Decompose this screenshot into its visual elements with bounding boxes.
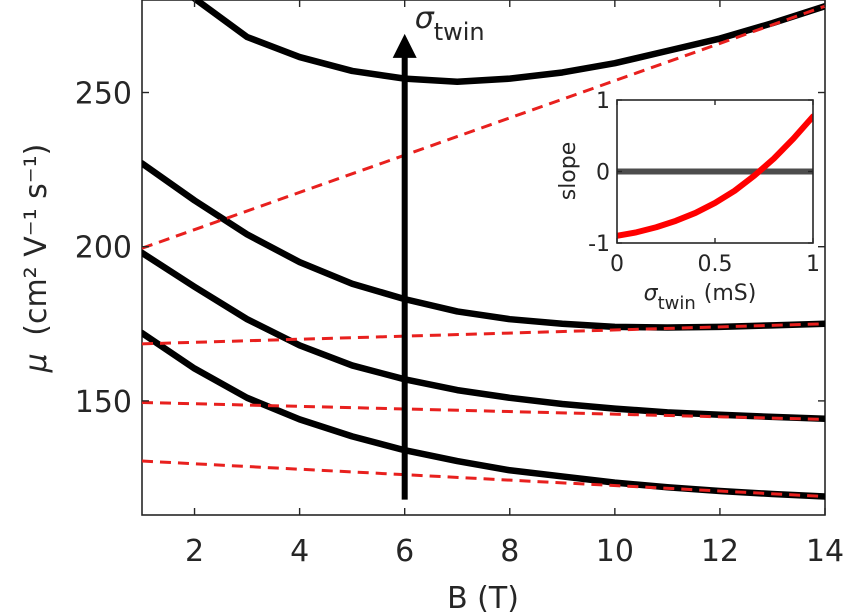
inset-y-tick-label-0: -1 xyxy=(588,232,610,257)
main-y-tick-label-1: 200 xyxy=(75,231,132,266)
main-y-tick-label-0: 150 xyxy=(75,385,132,420)
main-x-tick-label-0: 2 xyxy=(185,534,204,569)
main-series-fit-line-4 xyxy=(142,4,825,250)
arrow-head xyxy=(392,33,417,58)
inset-x-axis-title: σtwin (mS) xyxy=(644,281,757,314)
inset-x-tick-label-0: 0 xyxy=(610,252,624,277)
main-x-tick-label-3: 8 xyxy=(500,534,519,569)
main-series-fit-line-7 xyxy=(142,459,825,498)
main-x-axis-title: B (T) xyxy=(447,581,519,616)
main-x-tick-label-6: 14 xyxy=(806,534,844,569)
main-y-axis-title: μ (cm² V⁻¹ s⁻¹) xyxy=(19,144,54,374)
inset-plot: 0 0.5 1 -101 slope σtwin (mS) xyxy=(556,89,820,314)
inset-y-tick-label-1: 0 xyxy=(596,161,610,186)
main-plot-frame xyxy=(141,0,826,516)
main-x-axis: 2 4 6 8 10 12 14 xyxy=(185,0,844,569)
inset-x-tick-label-1: 0.5 xyxy=(698,252,733,277)
main-y-axis: 150 200 250 xyxy=(75,77,825,420)
inset-x-axis-symbol: σ xyxy=(644,281,659,306)
inset-y-axis-title: slope xyxy=(556,142,581,201)
main-y-axis-symbol: μ xyxy=(19,353,54,373)
inset-x-tick-label-2: 1 xyxy=(806,252,820,277)
arrow-label-symbol: σ xyxy=(415,1,435,36)
main-y-tick-label-2: 250 xyxy=(75,77,132,112)
main-x-tick-label-1: 4 xyxy=(290,534,309,569)
main-series-curve-1 xyxy=(142,160,825,331)
main-series-curve-2 xyxy=(142,249,825,423)
main-x-tick-label-2: 6 xyxy=(395,534,414,569)
inset-series-group xyxy=(617,113,813,239)
arrow-label: σtwin xyxy=(415,1,485,46)
inset-y-axis: -1 0 1 xyxy=(588,89,813,257)
main-y-axis-unit: (cm² V⁻¹ s⁻¹) xyxy=(19,144,54,336)
inset-x-axis: 0 0.5 1 xyxy=(610,100,820,277)
arrow-label-subscript: twin xyxy=(434,18,485,46)
inset-series-curve-1 xyxy=(617,113,813,239)
main-series-fit-line-6 xyxy=(142,400,825,421)
main-series-curve-3 xyxy=(142,329,825,500)
inset-y-tick-label-2: 1 xyxy=(596,89,610,114)
main-x-tick-label-4: 10 xyxy=(596,534,634,569)
sigma-twin-arrow: σtwin xyxy=(392,1,485,500)
main-series-fit-line-5 xyxy=(142,322,825,346)
main-series-curve-0 xyxy=(191,0,825,85)
main-x-tick-label-5: 12 xyxy=(701,534,739,569)
main-series-group xyxy=(142,0,825,500)
inset-x-axis-subscript: twin xyxy=(658,293,696,314)
inset-x-axis-unit: (mS) xyxy=(704,281,757,306)
